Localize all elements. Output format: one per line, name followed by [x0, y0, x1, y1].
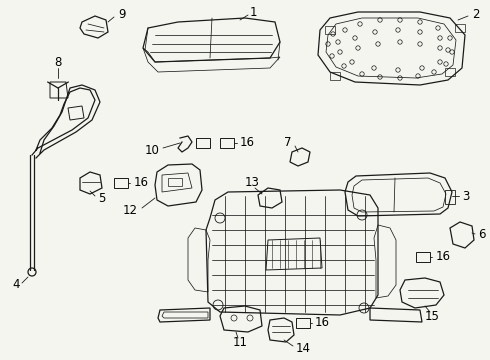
Text: 16: 16: [134, 176, 149, 189]
Text: 5: 5: [98, 192, 105, 204]
Text: 13: 13: [245, 176, 259, 189]
Text: 14: 14: [296, 342, 311, 355]
Text: 16: 16: [436, 251, 451, 264]
Text: 2: 2: [472, 8, 480, 21]
Text: 7: 7: [284, 135, 292, 148]
Text: 1: 1: [249, 5, 257, 18]
Text: 3: 3: [462, 189, 469, 202]
Text: 6: 6: [478, 228, 486, 240]
Text: 16: 16: [240, 136, 255, 149]
Text: 15: 15: [424, 310, 440, 323]
Text: 9: 9: [118, 9, 125, 22]
Text: 10: 10: [145, 144, 160, 157]
Text: 4: 4: [13, 279, 20, 292]
Text: 11: 11: [232, 336, 247, 348]
Text: 8: 8: [54, 55, 62, 68]
Text: 16: 16: [315, 316, 330, 329]
Text: 12: 12: [123, 203, 138, 216]
